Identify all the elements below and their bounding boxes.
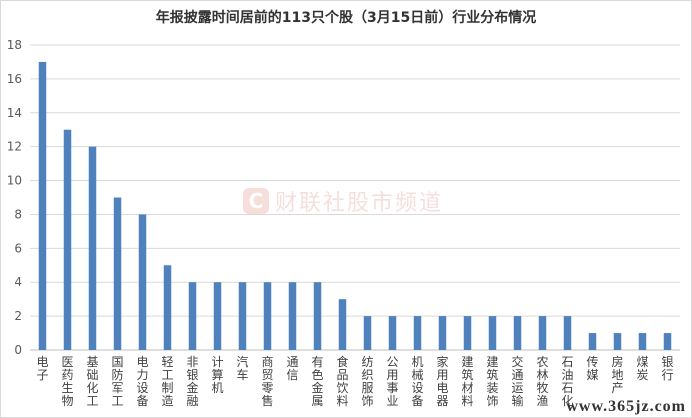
site-watermark: www.365jz.com: [566, 398, 686, 415]
bar: [613, 333, 622, 350]
x-tick-label: 石油石化: [561, 355, 573, 408]
x-tick-label: 电子: [36, 355, 48, 382]
bar: [563, 316, 572, 350]
x-tick-label: 医药生物: [61, 355, 73, 408]
x-tick-label: 传媒: [586, 354, 598, 382]
bar: [63, 129, 72, 350]
x-tick-label: 家用电器: [436, 354, 448, 408]
bar: [138, 214, 147, 350]
watermark: C 财联社股市频道: [243, 185, 443, 217]
y-tick-label: 18: [7, 38, 22, 52]
bar: [313, 282, 322, 350]
bar: [288, 282, 297, 350]
x-tick-label: 建筑装饰: [486, 355, 498, 408]
y-tick-label: 4: [14, 275, 22, 289]
bar: [638, 333, 647, 350]
x-tick-label: 房地产: [611, 354, 623, 395]
bar: [463, 316, 472, 350]
y-tick-label: 2: [14, 309, 22, 323]
x-tick-label: 基础化工: [86, 355, 98, 408]
x-tick-label: 食品饮料: [336, 354, 348, 408]
bar: [238, 282, 247, 350]
x-tick-label: 有色金属: [311, 355, 323, 408]
x-tick-label: 纺织服饰: [361, 355, 373, 408]
y-tick-label: 0: [14, 343, 22, 357]
x-tick-label: 通信: [286, 355, 298, 382]
bar: [263, 282, 272, 350]
bar: [163, 265, 172, 350]
x-tick-label: 煤炭: [636, 355, 648, 382]
bar: [188, 282, 197, 350]
bar: [513, 316, 522, 350]
y-tick-label: 14: [7, 106, 22, 120]
bar: [538, 316, 547, 350]
x-tick-label: 交通运输: [511, 354, 523, 408]
x-tick-label: 轻工制造: [161, 355, 173, 408]
chart-title: 年报披露时间居前的113只个股（3月15日前）行业分布情况: [155, 10, 537, 26]
x-tick-label: 非银金融: [186, 355, 198, 408]
bar: [588, 333, 597, 350]
bar: [88, 146, 97, 350]
watermark-logo: C: [243, 188, 269, 214]
bar: [388, 316, 397, 350]
bar: [363, 316, 372, 350]
x-tick-label: 电力设备: [136, 355, 148, 408]
bar: [113, 197, 122, 350]
x-tick-label: 商贸零售: [261, 354, 273, 408]
bar: [438, 316, 447, 350]
bar: [488, 316, 497, 350]
x-tick-label: 农林牧渔: [536, 355, 548, 408]
y-tick-label: 16: [7, 72, 22, 86]
x-tick-label: 汽车: [236, 354, 248, 382]
x-tick-label: 机械设备: [411, 355, 423, 408]
bar: [338, 299, 347, 350]
x-tick-label: 国防军工: [111, 355, 123, 408]
bar: [663, 333, 672, 350]
x-tick-label: 计算机: [211, 355, 223, 395]
x-tick-label: 公用事业: [386, 355, 398, 408]
x-tick-label: 建筑材料: [461, 355, 473, 408]
y-tick-label: 10: [7, 174, 22, 188]
y-tick-label: 6: [14, 241, 22, 255]
y-tick-label: 8: [14, 207, 22, 221]
bar: [213, 282, 222, 350]
watermark-text: 财联社股市频道: [275, 191, 444, 216]
y-tick-label: 12: [7, 140, 22, 154]
x-tick-label: 银行: [661, 355, 673, 382]
bar: [38, 61, 47, 350]
bar: [413, 316, 422, 350]
